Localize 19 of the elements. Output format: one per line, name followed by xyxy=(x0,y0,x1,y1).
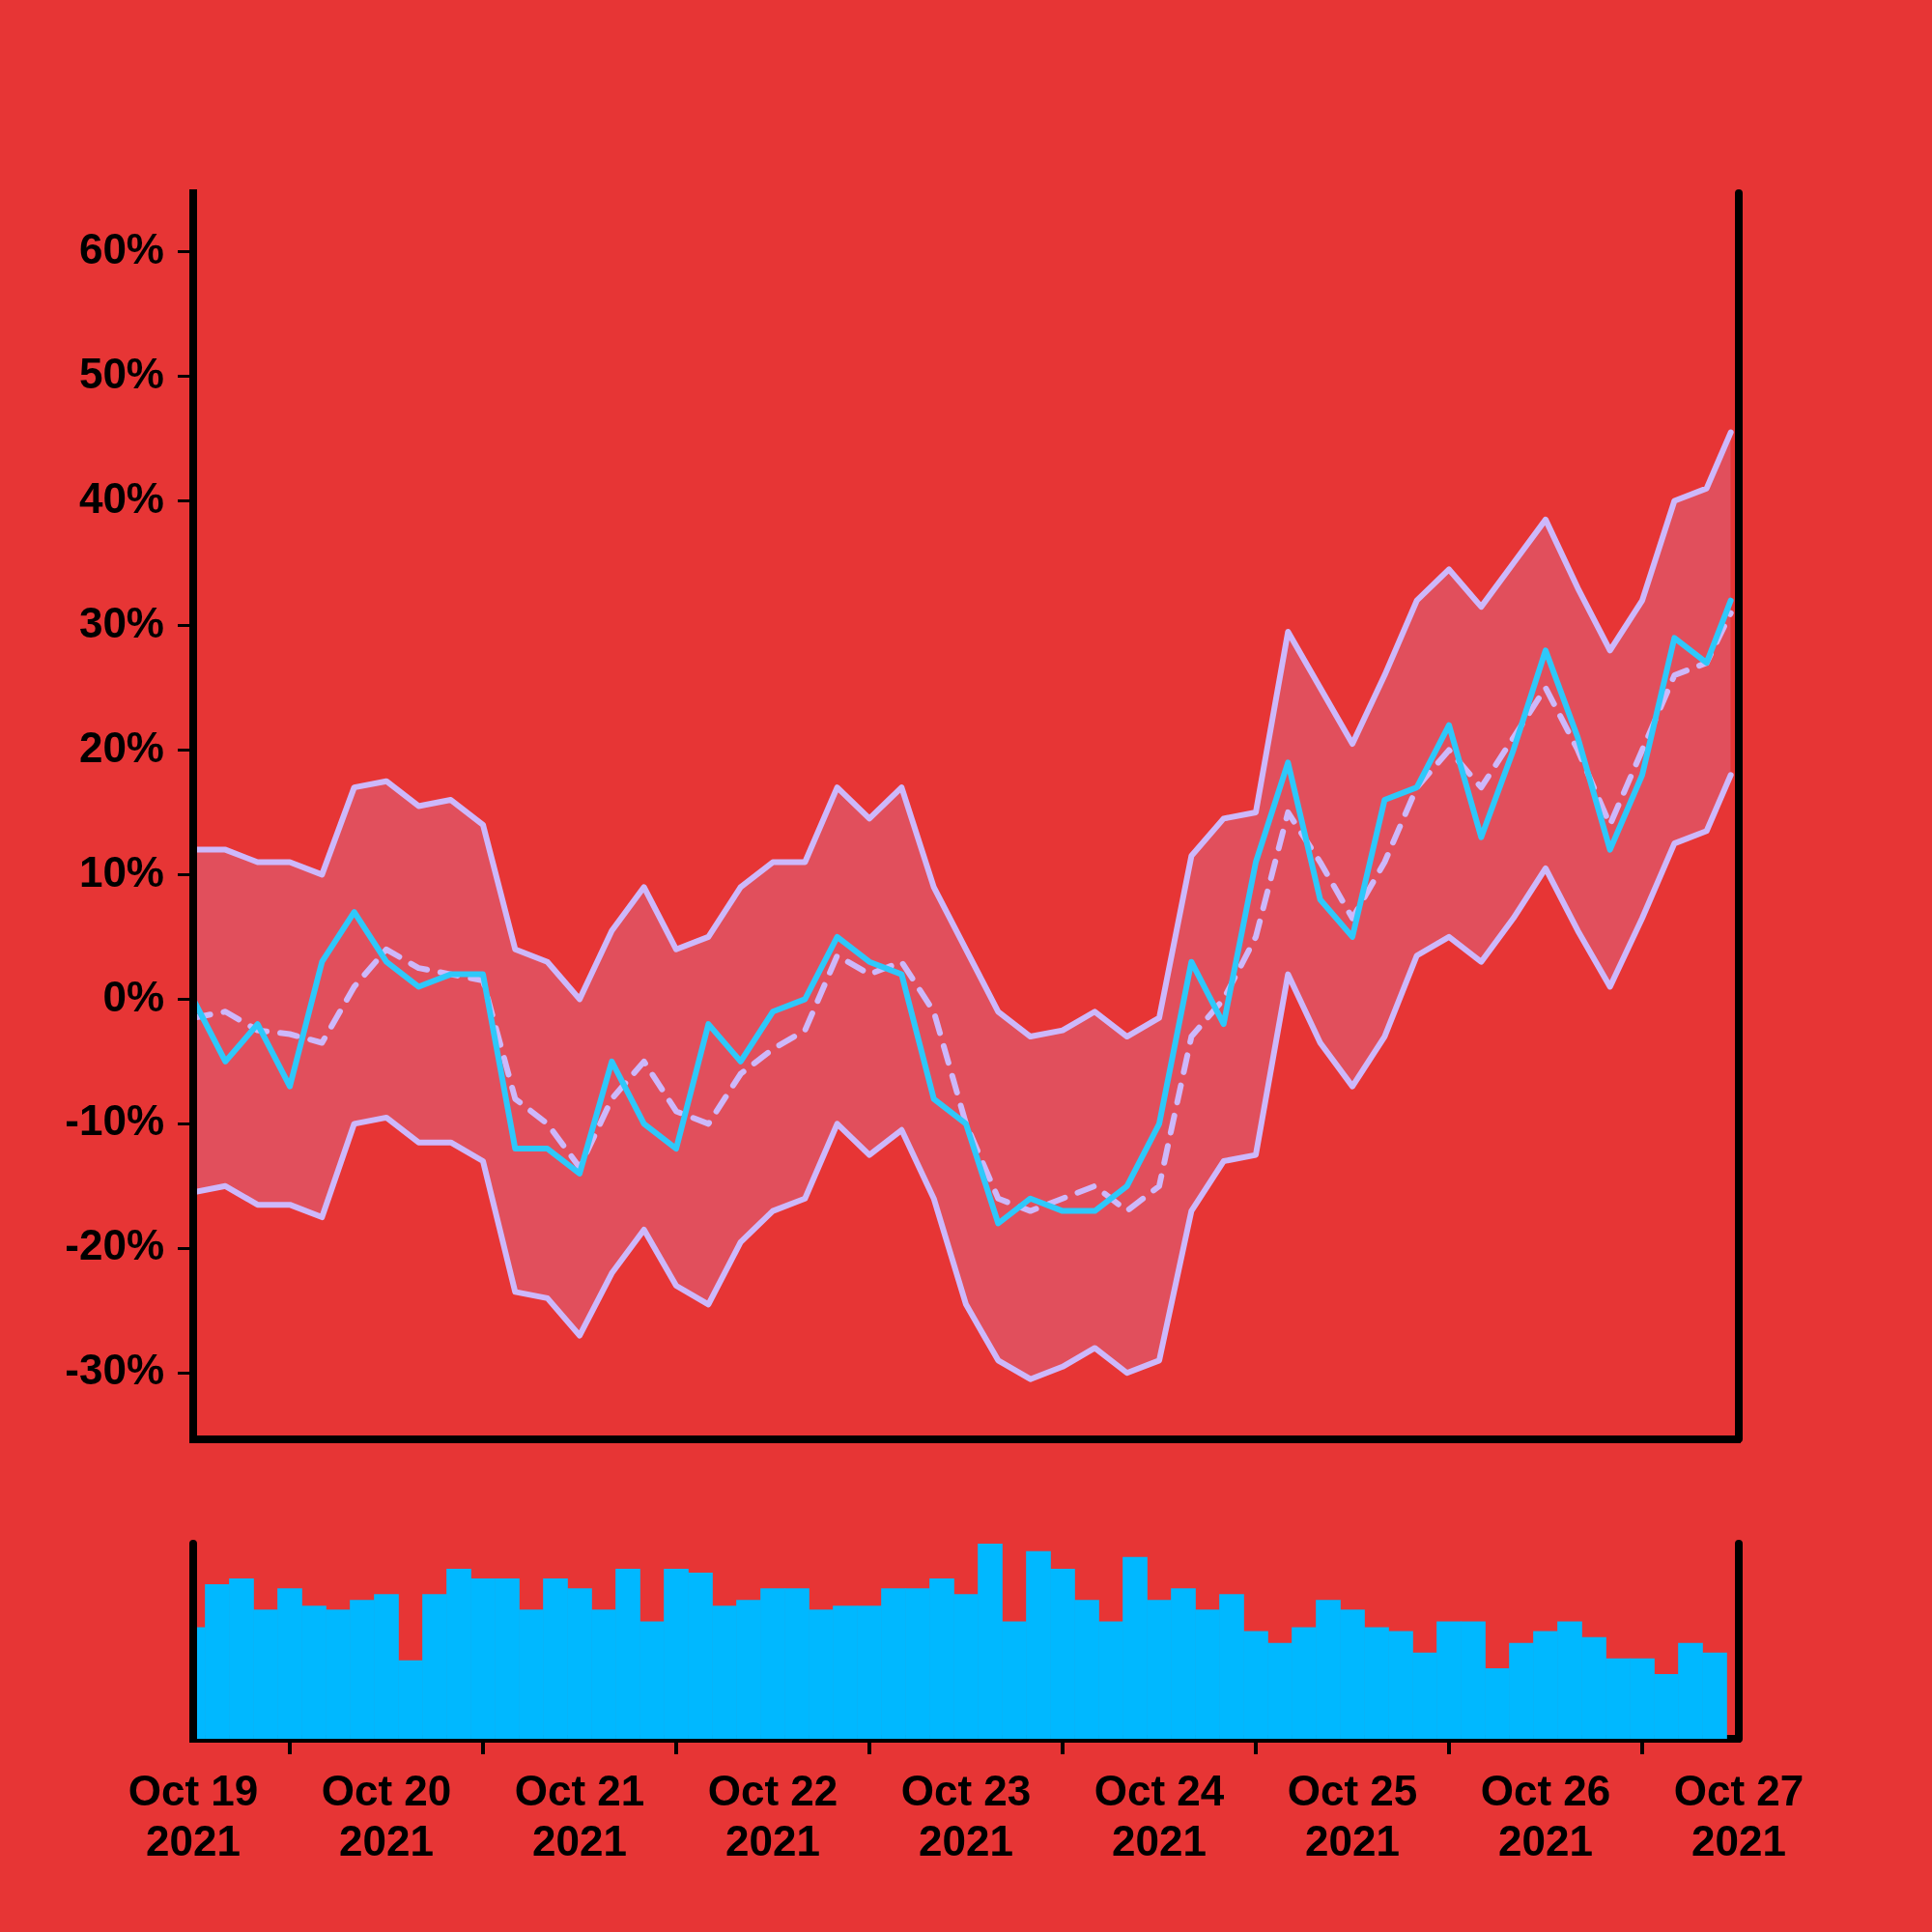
x-tick-label: Oct 24 2021 xyxy=(1094,1766,1225,1865)
x-tick-label: Oct 20 2021 xyxy=(321,1766,452,1865)
y-tick-label: -30% xyxy=(65,1346,164,1394)
x-tick-label: Oct 27 2021 xyxy=(1673,1766,1804,1865)
x-tick-label: Oct 19 2021 xyxy=(128,1766,259,1865)
y-tick-label: 10% xyxy=(78,847,164,895)
y-tick-label: 50% xyxy=(78,349,164,397)
y-tick-label: 30% xyxy=(78,598,164,646)
y-tick-label: 20% xyxy=(78,723,164,771)
x-tick-label: Oct 21 2021 xyxy=(514,1766,645,1865)
x-tick-label: Oct 26 2021 xyxy=(1480,1766,1611,1865)
y-tick-label: -20% xyxy=(65,1221,164,1269)
y-tick-label: 40% xyxy=(78,473,164,522)
x-tick-label: Oct 23 2021 xyxy=(900,1766,1032,1865)
x-tick-label: Oct 22 2021 xyxy=(707,1766,838,1865)
y-tick-label: 60% xyxy=(78,224,164,272)
x-tick-label: Oct 25 2021 xyxy=(1287,1766,1418,1865)
y-tick-label: -10% xyxy=(65,1096,164,1145)
y-tick-label: 0% xyxy=(102,972,164,1020)
